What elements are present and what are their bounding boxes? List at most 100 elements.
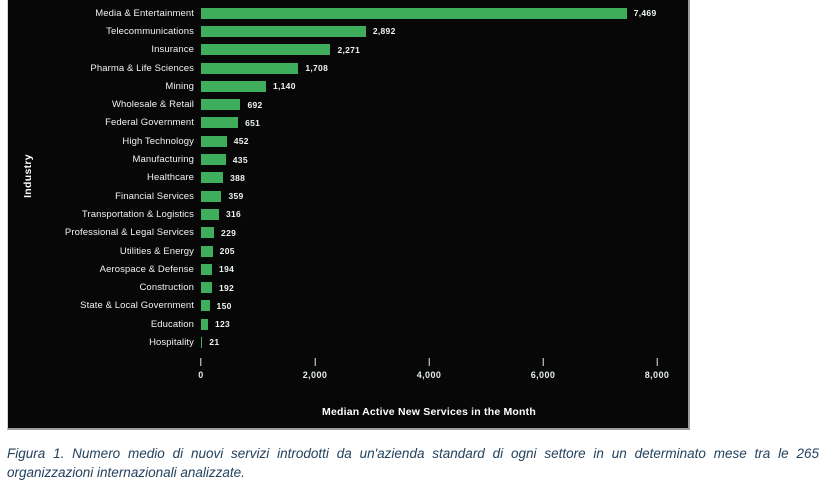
bar-label: Insurance: [151, 44, 194, 56]
bar-label: Mining: [165, 80, 194, 92]
bar-value: 2,892: [372, 26, 396, 37]
x-tick: 8,000: [645, 358, 670, 380]
bar-value: 435: [232, 154, 248, 165]
bar-row: Telecommunications 2,892: [8, 22, 691, 40]
bar-label: Pharma & Life Sciences: [90, 62, 194, 74]
bar: [201, 44, 331, 56]
bar: [201, 62, 299, 74]
bar-row: Mining 1,140: [8, 77, 691, 95]
bar-row: Education 123: [8, 315, 691, 333]
bar-value: 316: [226, 209, 242, 220]
x-tick-mark: [428, 358, 430, 366]
bar: [201, 154, 226, 166]
bar-value: 651: [245, 117, 261, 128]
bar-track: 452: [201, 132, 249, 150]
x-tick-mark: [200, 358, 202, 366]
bar-value: 359: [228, 191, 244, 202]
x-tick-label: 0: [198, 370, 204, 380]
bar-value: 205: [219, 246, 235, 256]
bar-label: Hospitality: [149, 336, 194, 348]
bar-label: Financial Services: [115, 190, 194, 202]
bar: [201, 7, 627, 19]
bar: [201, 245, 213, 257]
x-tick-label: 6,000: [530, 370, 556, 380]
bar: [201, 227, 215, 239]
bar-label: Construction: [139, 282, 194, 294]
bar-label: Manufacturing: [132, 154, 194, 166]
bar-label: Utilities & Energy: [119, 245, 194, 257]
bar: [201, 172, 224, 184]
bar-row: Federal Government 651: [8, 114, 691, 132]
bar-value: 123: [215, 319, 231, 330]
x-axis: 0 2,000 4,000 6,000 8,000: [198, 358, 669, 388]
bar-value: 1,140: [272, 81, 296, 92]
bar-label: Transportation & Logistics: [81, 208, 194, 220]
bar-label: State & Local Government: [80, 300, 194, 312]
bar-value: 692: [247, 99, 263, 110]
bar-label: Telecommunications: [106, 25, 194, 37]
bar-track: 1,140: [201, 77, 296, 95]
bar-value: 388: [230, 172, 246, 183]
bar-row: State & Local Government 150: [8, 297, 691, 315]
bar-value: 192: [218, 282, 235, 293]
bar-row: Transportation & Logistics 316: [8, 205, 691, 223]
bar-row: Aerospace & Defense 194: [8, 260, 691, 278]
bar-row: Insurance 2,271: [8, 41, 691, 59]
bar-track: 7,469: [201, 4, 657, 22]
bar-row: Media & Entertainment 7,469: [8, 4, 691, 22]
bar-row: Financial Services 359: [8, 187, 691, 205]
bar-value: 21: [209, 337, 220, 348]
x-tick-label: 2,000: [302, 370, 328, 380]
bar-value: 2,271: [337, 44, 361, 55]
x-tick-label: 4,000: [416, 370, 442, 380]
bar-row: Utilities & Energy 205: [8, 242, 691, 260]
bar-label: Wholesale & Retail: [111, 99, 194, 111]
bar: [201, 135, 227, 147]
bar-track: 21: [201, 333, 219, 351]
bar-row: Wholesale & Retail 692: [8, 95, 691, 113]
x-tick: 4,000: [417, 358, 442, 380]
bar: [201, 263, 213, 275]
bar: [201, 300, 210, 312]
bar: [201, 318, 208, 330]
bar-label: Federal Government: [105, 117, 194, 129]
x-tick-label: 8,000: [644, 370, 670, 380]
bar-track: 205: [201, 242, 235, 260]
x-tick-mark: [542, 358, 544, 366]
bar-track: 123: [201, 315, 230, 333]
figure-caption: Figura 1. Numero medio di nuovi servizi …: [7, 446, 819, 480]
bar-track: 1,708: [201, 59, 328, 77]
bar-row: Healthcare 388: [8, 169, 691, 187]
bar: [201, 117, 239, 129]
bar-track: 359: [201, 187, 244, 205]
bar-label: Education: [150, 318, 194, 330]
bar-row: Professional & Legal Services 229: [8, 224, 691, 242]
bar-track: 194: [201, 260, 234, 278]
x-tick-mark: [656, 358, 658, 366]
bar-label: Healthcare: [147, 172, 194, 184]
bar: [201, 190, 222, 202]
x-tick: 2,000: [303, 358, 328, 380]
bar-track: 229: [201, 224, 236, 242]
bar-value: 452: [233, 136, 249, 147]
bar-row: Manufacturing 435: [8, 150, 691, 168]
figure-chart: Industry Media & Entertainment 7,469 Telec…: [7, 0, 690, 430]
bar-row: High Technology 452: [8, 132, 691, 150]
bar-track: 2,892: [201, 22, 396, 40]
bar-rows: Media & Entertainment 7,469 Telecommunicat…: [8, 4, 691, 352]
bar-track: 651: [201, 114, 260, 132]
bar: [201, 25, 366, 37]
bar-value: 7,469: [633, 8, 657, 19]
bar-track: 2,271: [201, 41, 360, 59]
x-tick: 6,000: [531, 358, 556, 380]
bar: [201, 208, 219, 220]
bar-value: 194: [219, 264, 235, 275]
bar-row: Pharma & Life Sciences 1,708: [8, 59, 691, 77]
bar-value: 1,708: [305, 63, 329, 74]
bar: [201, 282, 212, 294]
x-tick-mark: [314, 358, 316, 366]
bar-row: Construction 192: [8, 278, 691, 296]
bar-value: 150: [216, 300, 232, 311]
bar-track: 316: [201, 205, 241, 223]
bar-track: 192: [201, 278, 234, 296]
